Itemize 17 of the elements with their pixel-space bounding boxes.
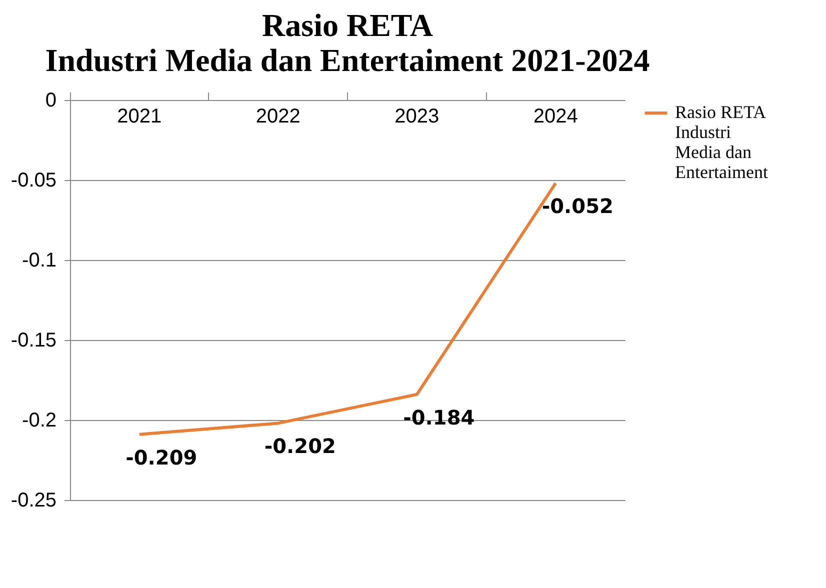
data-label: -0.184 [403,405,475,430]
chart-title: Rasio RETA [262,7,433,43]
x-tick-label: 2021 [117,106,162,128]
data-label: -0.052 [542,194,614,218]
data-label: -0.209 [126,445,198,470]
x-tick-label: 2023 [394,106,440,128]
y-tick-label: -0.2 [22,410,56,432]
y-tick-label: 0 [45,90,56,112]
x-tick-label: 2024 [533,106,578,128]
chart-subtitle: Industri Media dan Entertaiment 2021-2024 [45,42,650,78]
legend-label: Rasio RETA Industri Media dan Entertaiment [675,102,768,182]
y-tick-label: -0.1 [22,250,56,272]
y-tick-label: -0.05 [10,170,56,192]
y-tick-label: -0.15 [10,330,56,352]
x-tick-label: 2022 [256,106,300,128]
y-tick-label: -0.25 [10,490,56,512]
data-label: -0.202 [264,434,336,458]
